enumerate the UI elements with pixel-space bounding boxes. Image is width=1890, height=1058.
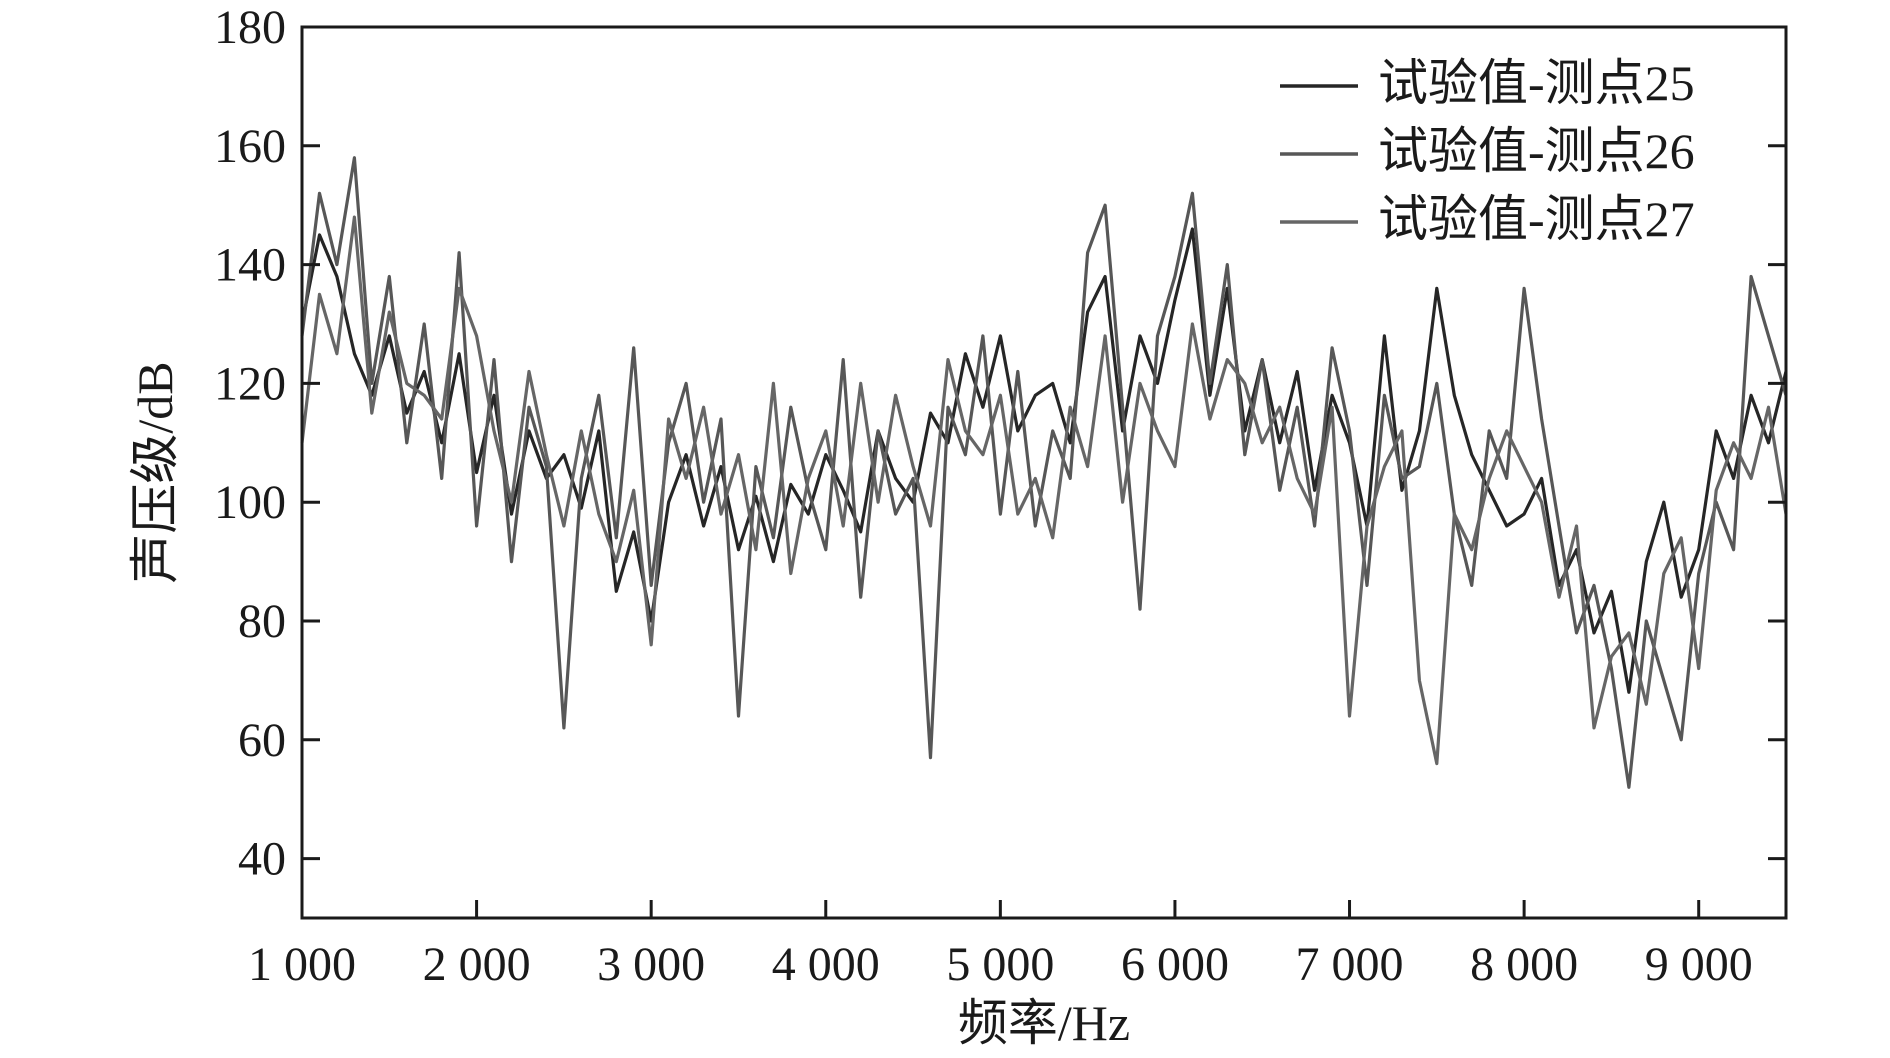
y-tick-label: 120	[214, 357, 286, 410]
x-tick-label: 6 000	[1121, 938, 1229, 991]
x-tick-label: 9 000	[1645, 938, 1753, 991]
legend-label: 试验值-测点27	[1378, 191, 1695, 247]
y-axis-title: 声压级/dB	[127, 361, 183, 583]
y-tick-label: 140	[214, 239, 286, 292]
x-tick-label: 8 000	[1470, 938, 1578, 991]
y-tick-label: 180	[214, 1, 286, 54]
x-tick-label: 7 000	[1296, 938, 1404, 991]
legend-label: 试验值-测点26	[1378, 123, 1695, 179]
x-axis-title: 频率/Hz	[958, 995, 1130, 1051]
series-line-2	[300, 156, 1788, 789]
x-tick-label: 2 000	[423, 938, 531, 991]
y-tick-label: 80	[238, 595, 286, 648]
plot-frame	[300, 25, 1788, 920]
y-tick-label: 40	[238, 833, 286, 886]
x-axis-ticks: 1 000 2 000 3 000 4 000 5 000 6 000 7 000 8 000…	[248, 900, 1753, 991]
series-layer	[300, 156, 1788, 789]
series-line-1	[300, 227, 1788, 694]
x-tick-label: 4 000	[772, 938, 880, 991]
x-tick-label: 5 000	[946, 938, 1054, 991]
y-axis-ticks: 40 60 80 100 120 140 160 180	[214, 1, 1786, 886]
legend-label: 试验值-测点25	[1378, 55, 1695, 111]
y-tick-label: 60	[238, 714, 286, 767]
series-line-3	[300, 215, 1788, 766]
x-tick-label: 3 000	[597, 938, 705, 991]
legend: 试验值-测点25 试验值-测点26 试验值-测点27	[1280, 55, 1695, 247]
y-tick-label: 100	[214, 476, 286, 529]
y-tick-label: 160	[214, 120, 286, 173]
x-tick-label: 1 000	[248, 938, 356, 991]
